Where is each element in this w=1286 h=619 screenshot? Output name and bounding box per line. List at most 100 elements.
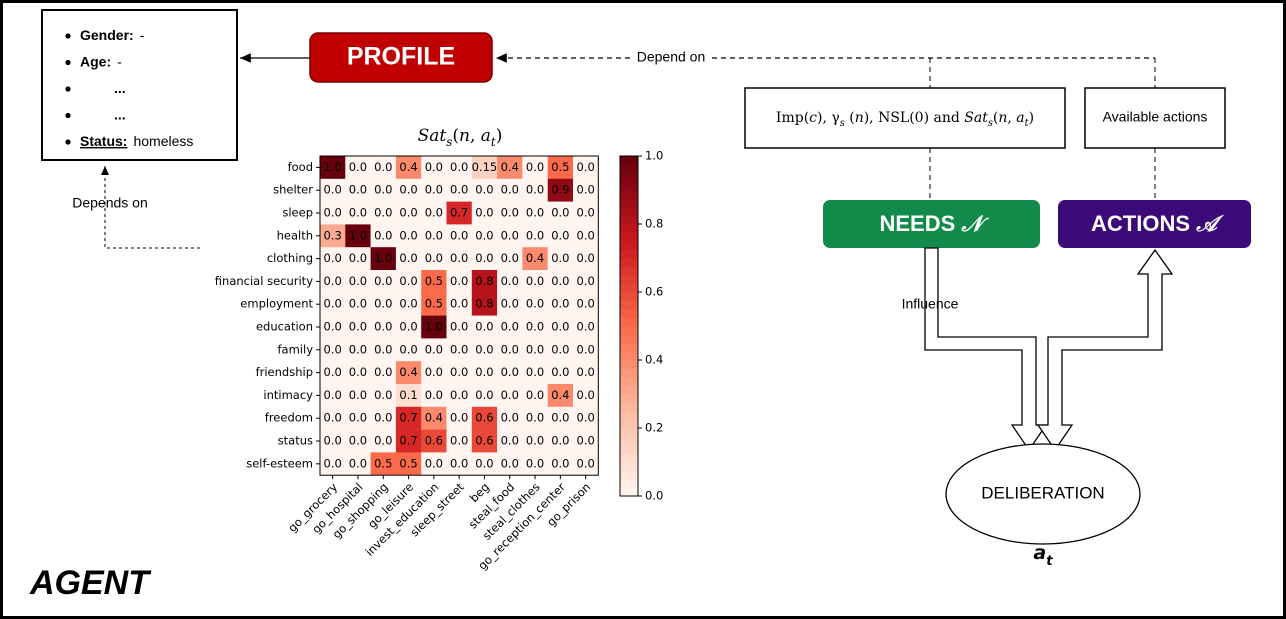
cell-label: 0.0	[450, 274, 468, 288]
actions-box	[1084, 87, 1226, 149]
cell	[345, 292, 371, 316]
cell-label: 0.0	[450, 411, 468, 425]
cell-label: 0.0	[551, 411, 569, 425]
cell-label: 0.0	[324, 388, 342, 402]
cell-label: 0.0	[425, 251, 443, 265]
cell-label: 0.0	[526, 274, 544, 288]
cell	[573, 247, 599, 271]
profile-item: ...	[114, 80, 126, 96]
cell-label: 0.0	[399, 342, 417, 356]
cell	[421, 270, 447, 294]
colorbar-segment	[620, 479, 638, 488]
deliberation-node	[945, 443, 1141, 545]
cell	[471, 224, 498, 248]
bullet	[65, 59, 71, 66]
cell	[395, 247, 422, 271]
cell-label: 0.0	[399, 228, 417, 242]
colorbar-segment	[620, 334, 638, 344]
cell-label: 0.0	[425, 365, 443, 379]
cell-label: 0.0	[577, 251, 595, 265]
cell	[573, 270, 599, 294]
cell-label: 0.0	[526, 434, 544, 448]
cell	[421, 338, 447, 362]
cell-label: 0.0	[374, 365, 392, 379]
colorbar-segment	[620, 351, 638, 361]
cell-label: 0.0	[526, 160, 544, 174]
needs-label: NEEDS 𝒩	[880, 211, 990, 237]
cell-label: 0.0	[526, 297, 544, 311]
cell-label: 0.0	[577, 434, 595, 448]
cell	[522, 178, 548, 202]
cell-label: 0.15	[472, 160, 498, 174]
colorbar-segment	[620, 283, 638, 293]
bullet	[65, 139, 71, 145]
cell	[421, 315, 447, 339]
item-value: ...	[114, 106, 126, 122]
item-label: Age:	[80, 53, 111, 69]
colorbar-segment	[620, 190, 638, 199]
cell	[421, 292, 447, 316]
row-label: health	[277, 228, 313, 242]
cell	[497, 406, 523, 430]
cell	[573, 429, 599, 453]
cell-label: 0.0	[349, 365, 367, 379]
cell	[573, 338, 599, 362]
condition-text: Imp(c), γs (n), NSL(0) and Sats(n, at)	[776, 110, 1034, 129]
cell	[497, 384, 523, 408]
cell	[522, 247, 548, 271]
cell-label: 0.0	[450, 228, 468, 242]
colorbar-segment	[620, 419, 638, 429]
cell-label: 0.0	[501, 228, 519, 242]
cell	[345, 247, 371, 271]
colorbar-segment	[620, 300, 638, 310]
cell-label: 0.0	[324, 365, 342, 379]
cell-label: 0.5	[425, 274, 443, 288]
cell	[471, 406, 498, 430]
cell	[345, 315, 371, 339]
cell-label: 1.0	[374, 251, 392, 265]
actions-text: ACTIONS	[1091, 211, 1190, 236]
cell	[395, 201, 422, 225]
cell-label: 0.0	[324, 434, 342, 448]
cell	[547, 452, 574, 476]
cell-label: 0.0	[399, 183, 417, 197]
cell-label: 0.0	[501, 274, 519, 288]
cell-label: 0.8	[475, 274, 493, 288]
cell	[497, 178, 523, 202]
cell	[320, 452, 346, 476]
cell	[573, 201, 599, 225]
cell-label: 0.0	[526, 411, 544, 425]
actions-label: ACTIONS 𝒜	[1091, 211, 1225, 237]
cell	[522, 406, 548, 430]
cell	[345, 338, 371, 362]
cell-label: 0.0	[349, 183, 367, 197]
cell-label: 0.0	[425, 228, 443, 242]
cell-label: 0.0	[450, 160, 468, 174]
cell-label: 0.0	[349, 456, 367, 470]
cell-label: 0.0	[475, 388, 493, 402]
cell	[497, 292, 523, 316]
colorbar-segment	[620, 436, 638, 446]
cell	[421, 224, 447, 248]
cell	[395, 224, 422, 248]
colorbar-segment	[620, 428, 638, 437]
row-label: family	[278, 342, 314, 356]
row-label: shelter	[273, 183, 313, 197]
cell	[446, 338, 473, 362]
cell-label: 0.0	[577, 183, 595, 197]
action-arrow	[1036, 248, 1174, 452]
cell-label: 0.0	[374, 320, 392, 334]
colorbar-segment	[620, 309, 638, 318]
cell	[320, 178, 346, 202]
cell	[320, 338, 346, 362]
cell-label: 0.0	[526, 342, 544, 356]
cell-label: 0.0	[501, 297, 519, 311]
row-label: intimacy	[263, 388, 313, 402]
cell	[522, 429, 548, 453]
colorbar-segment	[620, 156, 638, 165]
colorbar-segment	[620, 207, 638, 216]
profile-item: ...	[114, 106, 126, 122]
cell-label: 0.0	[475, 251, 493, 265]
cell-label: 0.4	[399, 365, 417, 379]
item-label: Status:	[80, 133, 127, 149]
